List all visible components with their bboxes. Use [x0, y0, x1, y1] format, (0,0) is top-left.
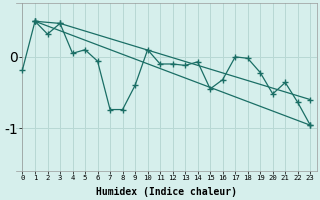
X-axis label: Humidex (Indice chaleur): Humidex (Indice chaleur) [96, 186, 237, 197]
